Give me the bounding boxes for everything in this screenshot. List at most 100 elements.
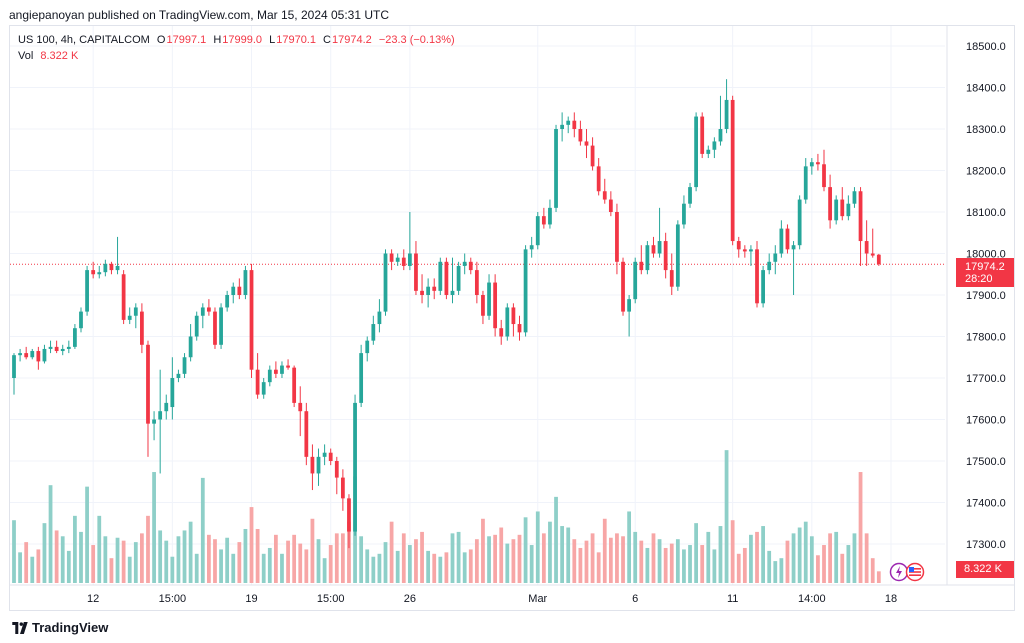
- footer-brand[interactable]: TradingView: [12, 619, 108, 635]
- candle-body: [389, 253, 394, 262]
- open-value: 17997.1: [166, 34, 207, 46]
- volume-bar: [103, 536, 108, 583]
- volume-bar: [736, 553, 741, 583]
- volume-bar: [749, 534, 753, 583]
- candle-body: [602, 191, 607, 200]
- volume-bar: [79, 531, 83, 583]
- volume-bar: [12, 520, 16, 583]
- volume-bar: [176, 536, 181, 583]
- candle-body: [694, 116, 698, 188]
- volume-bar: [146, 515, 150, 583]
- volume-bar: [481, 518, 485, 583]
- candle-body: [176, 373, 181, 378]
- candle-body: [736, 241, 741, 250]
- volume-bar: [785, 540, 790, 583]
- volume-bar: [66, 550, 71, 583]
- candle-body: [834, 199, 839, 221]
- candle-body: [663, 241, 668, 271]
- volume-bar: [584, 540, 589, 583]
- volume-bar: [639, 540, 644, 583]
- candle-body: [590, 145, 595, 167]
- volume-bar: [36, 549, 41, 583]
- symbol-name: US 100, 4h, CAPITALCOM: [18, 34, 150, 46]
- volume-bar: [822, 545, 826, 583]
- candle-body: [462, 261, 467, 266]
- volume-bar: [407, 545, 412, 583]
- candle-body: [115, 265, 120, 271]
- volume-bar: [432, 553, 437, 583]
- lightning-icon[interactable]: [889, 562, 909, 582]
- volume-bar: [280, 553, 284, 583]
- candle-body: [304, 411, 309, 457]
- candle-body: [298, 402, 303, 412]
- volume-bar: [213, 539, 217, 583]
- volume-bar: [840, 553, 845, 583]
- volume-bar: [182, 530, 187, 583]
- volume-bar: [633, 531, 638, 583]
- candle-body: [261, 382, 266, 395]
- candle-body: [578, 129, 583, 142]
- time-tick-label: 26: [404, 593, 416, 605]
- candle-body: [109, 263, 114, 271]
- candle-body: [560, 124, 565, 129]
- volume-bar: [42, 523, 47, 583]
- volume-bar: [560, 526, 565, 583]
- volume-bar: [468, 549, 473, 583]
- volume-bar: [803, 521, 808, 583]
- candle-body: [706, 149, 711, 154]
- candle-body: [170, 378, 175, 408]
- price-tick-label: 17300.0: [966, 539, 1006, 551]
- candle-body: [267, 369, 272, 383]
- volume-bar: [322, 558, 327, 583]
- volume-bar: [377, 553, 382, 583]
- candle-body: [140, 311, 144, 345]
- candle-body: [12, 355, 16, 378]
- candle-body: [870, 253, 875, 256]
- volume-bar: [30, 556, 35, 583]
- volume-bar: [219, 549, 223, 583]
- volume-bar: [310, 518, 315, 583]
- candle-body: [420, 290, 424, 295]
- volume-bar: [505, 543, 510, 583]
- price-tick-label: 18400.0: [966, 83, 1006, 95]
- volume-bar: [286, 540, 290, 583]
- candle-body: [712, 141, 717, 150]
- candle-body: [840, 199, 845, 217]
- candle-body: [682, 203, 686, 225]
- volume-bar: [590, 533, 595, 583]
- volume-bar: [657, 539, 662, 583]
- volume-bar: [54, 530, 59, 583]
- candle-body: [194, 315, 199, 337]
- candle-body: [566, 120, 571, 125]
- candle-body: [407, 253, 412, 266]
- volume-bar: [645, 547, 650, 583]
- price-tick-label: 17400.0: [966, 498, 1006, 510]
- volume-bar: [535, 511, 540, 583]
- volume-bar: [791, 533, 796, 583]
- candle-body: [615, 212, 619, 262]
- candle-body: [395, 257, 400, 262]
- price-tick-label: 18100.0: [966, 207, 1006, 219]
- price-tick-label: 18500.0: [966, 41, 1006, 53]
- candle-body: [383, 253, 388, 312]
- open-label: O: [156, 34, 166, 46]
- volume-bar: [200, 477, 205, 583]
- candle-body: [554, 129, 558, 208]
- candle-body: [548, 207, 552, 225]
- volume-bar: [292, 534, 297, 583]
- volume-bar: [444, 552, 449, 583]
- us-flag-icon[interactable]: [905, 562, 925, 582]
- candle-body: [809, 162, 814, 167]
- price-tick-label: 17600.0: [966, 415, 1006, 427]
- event-icons[interactable]: [889, 562, 927, 587]
- candle-body: [66, 346, 71, 349]
- price-tick-label: 17800.0: [966, 332, 1006, 344]
- volume-bar: [127, 556, 132, 583]
- volume-bar: [456, 531, 461, 583]
- candle-body: [749, 249, 753, 252]
- footer-brand-label: TradingView: [32, 620, 109, 636]
- candle-body: [48, 346, 53, 349]
- candle-body: [328, 452, 333, 461]
- candle-body: [133, 307, 138, 316]
